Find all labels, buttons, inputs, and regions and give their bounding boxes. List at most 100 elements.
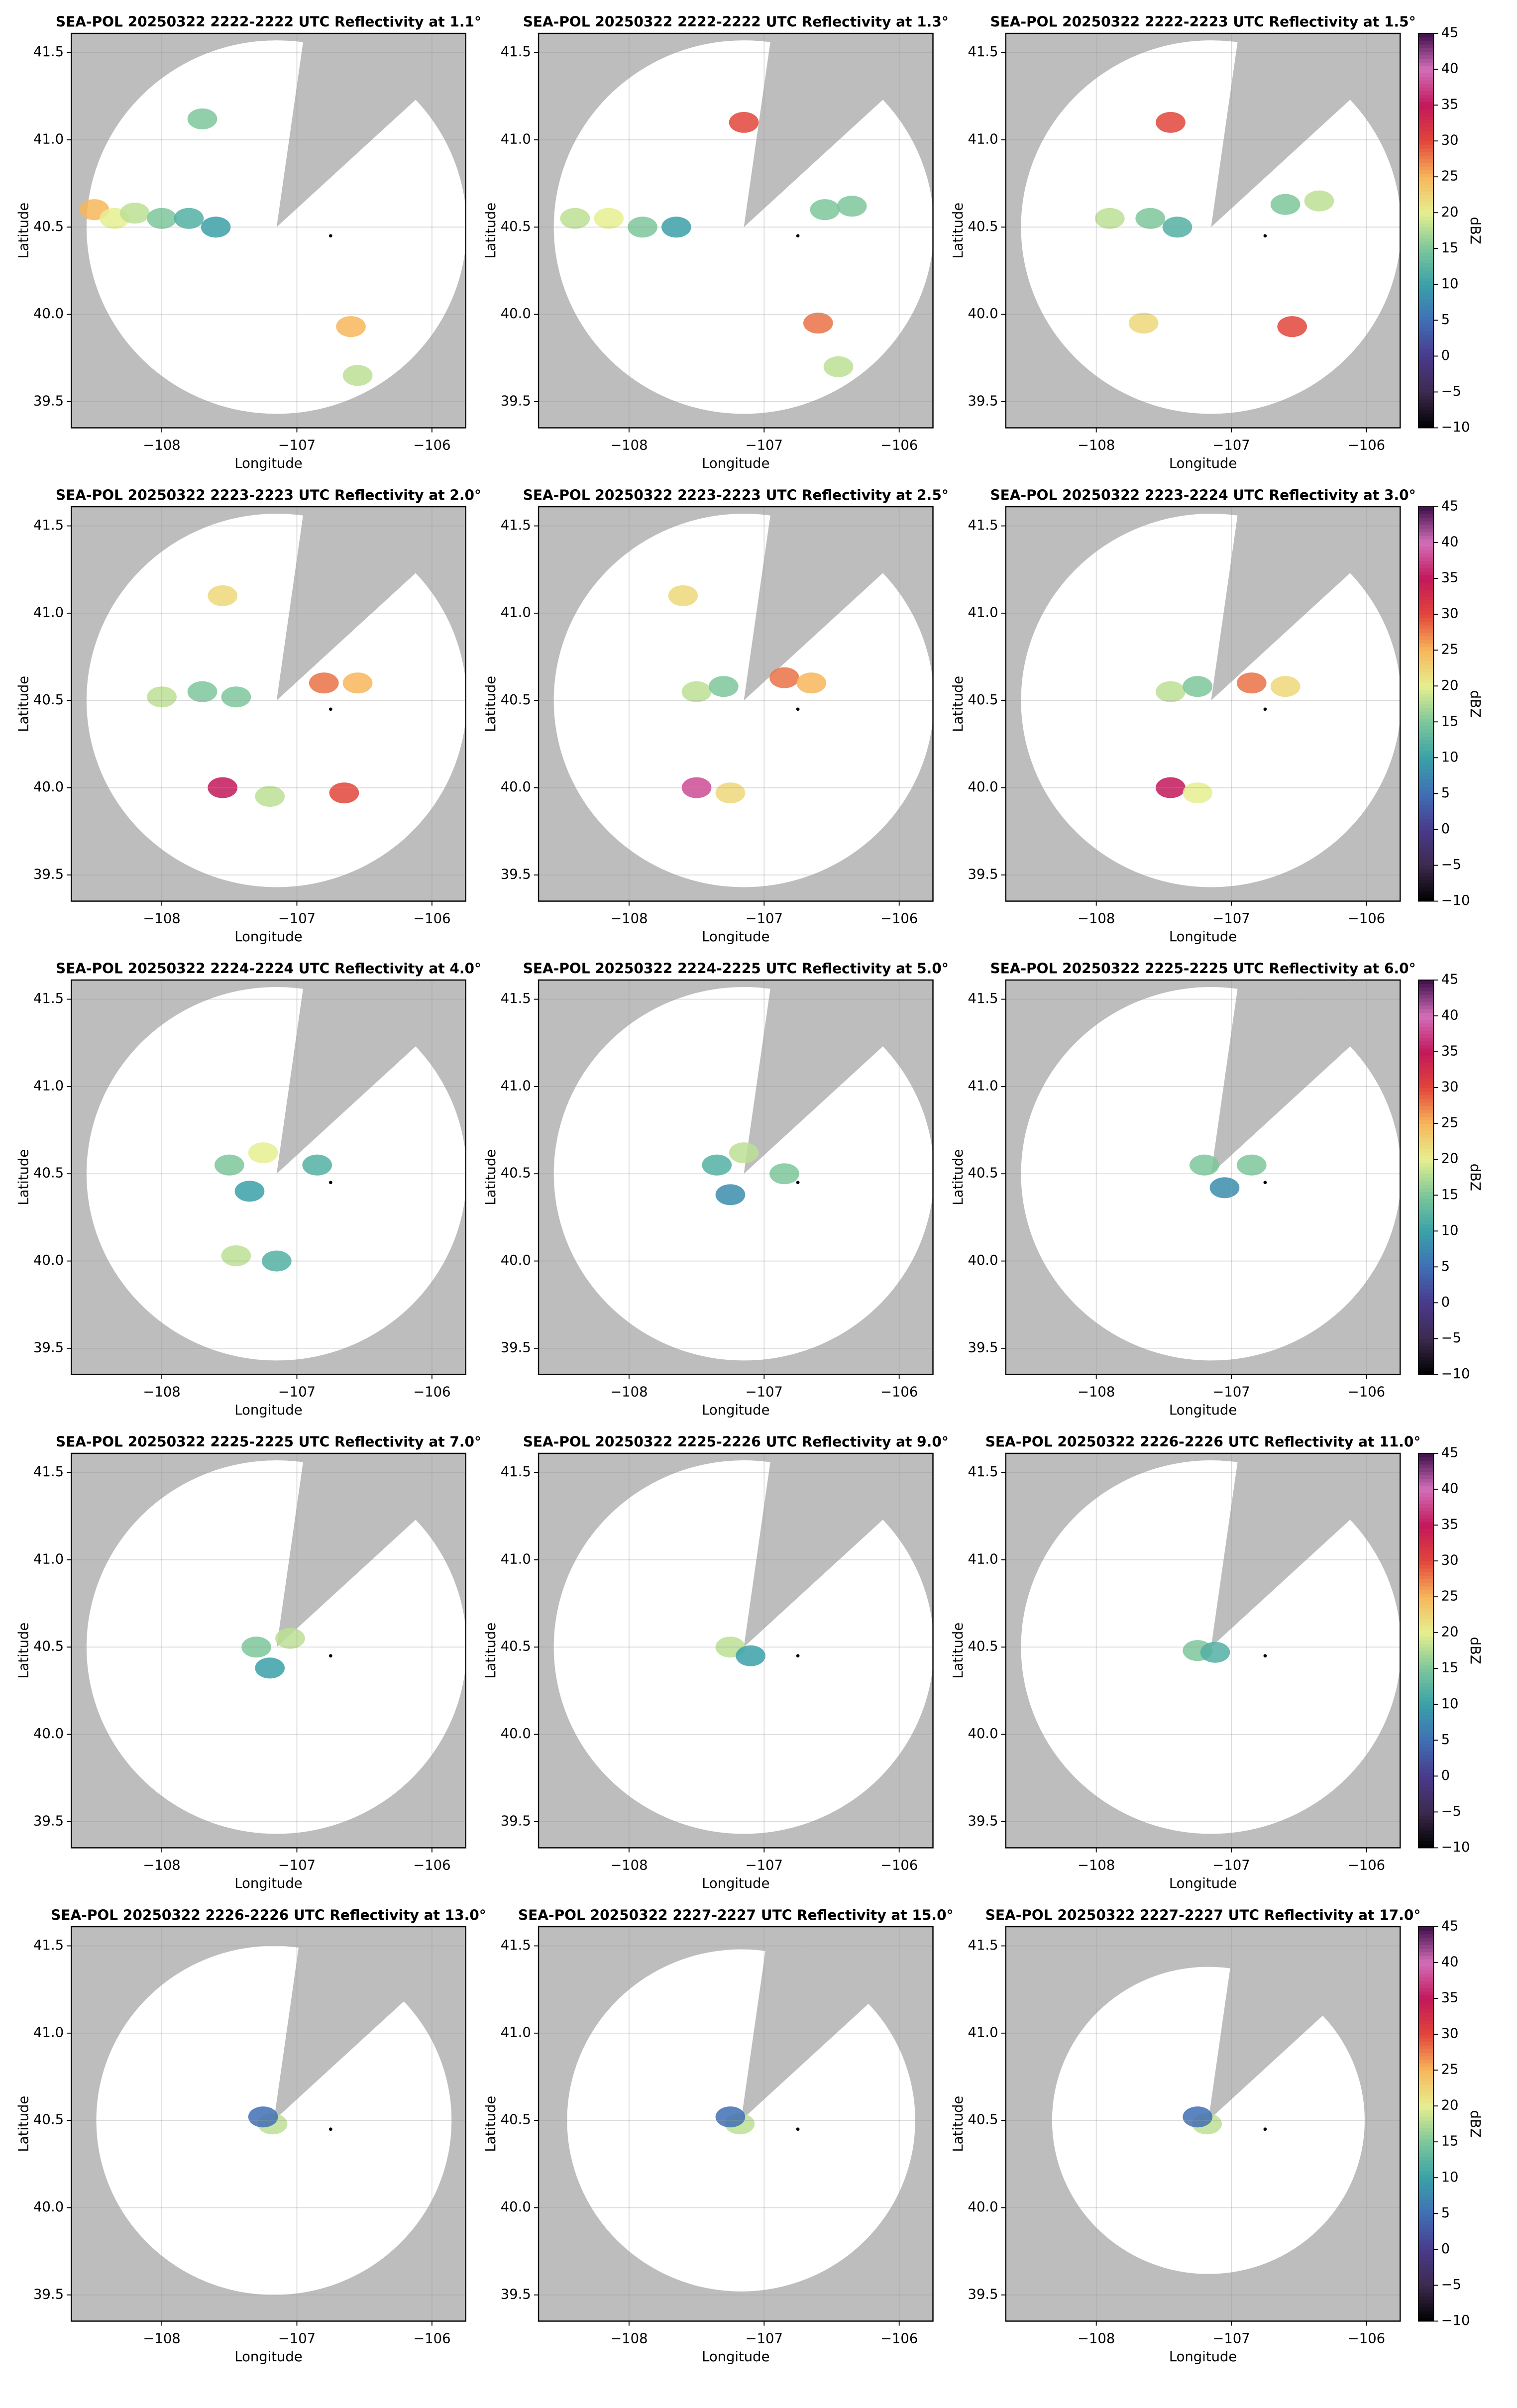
chart-title: SEA-POL 20250322 2224-2224 UTC Reflectiv… — [56, 961, 481, 977]
y-tick-label: 41.5 — [33, 1938, 64, 1953]
colorbar-segment — [1418, 782, 1434, 787]
colorbar-segment — [1418, 571, 1434, 575]
colorbar-segment — [1418, 585, 1434, 590]
colorbar-segment — [1418, 675, 1434, 679]
plot-area — [1005, 980, 1401, 1375]
colorbar-segment — [1418, 1553, 1434, 1558]
colorbar-segment — [1418, 549, 1434, 554]
colorbar-segment — [1418, 2156, 1434, 2161]
colorbar-segment — [1418, 227, 1434, 231]
colorbar-segment — [1418, 2005, 1434, 2010]
colorbar-segment — [1418, 1252, 1434, 1257]
x-tick-label: −106 — [413, 2331, 450, 2347]
colorbar-segment — [1418, 1223, 1434, 1228]
y-tick-label: 40.0 — [968, 306, 998, 322]
echo — [241, 1637, 271, 1658]
radar-site — [796, 1654, 800, 1658]
colorbar-segment — [1418, 1701, 1434, 1705]
y-tick-label: 41.5 — [33, 44, 64, 60]
colorbar-segment — [1418, 610, 1434, 615]
colorbar-segment — [1418, 1080, 1434, 1085]
colorbar-segment — [1418, 144, 1434, 149]
chart-title: SEA-POL 20250322 2225-2226 UTC Reflectiv… — [523, 1434, 949, 1450]
y-tick-label: 40.0 — [501, 306, 531, 322]
colorbar-segment — [1418, 1636, 1434, 1641]
y-axis-label: Latitude — [483, 1149, 499, 1205]
colorbar-segment — [1418, 1123, 1434, 1128]
colorbar-segment — [1418, 1335, 1434, 1339]
colorbar-segment — [1418, 1112, 1434, 1117]
echo — [1183, 676, 1213, 697]
colorbar-segment — [1418, 1231, 1434, 1235]
x-axis-label: Longitude — [234, 929, 302, 945]
colorbar-tick-label: −5 — [1441, 384, 1461, 399]
colorbar-segment — [1418, 2217, 1434, 2221]
y-tick-label: 40.5 — [968, 692, 998, 708]
colorbar-tick-label: 40 — [1441, 61, 1459, 77]
echo — [1156, 777, 1186, 798]
blocked-sector — [274, 1939, 411, 2121]
colorbar-segment — [1418, 1754, 1434, 1759]
colorbar-segment — [1418, 1503, 1434, 1508]
colorbar-segment — [1418, 1597, 1434, 1601]
chart-title: SEA-POL 20250322 2225-2225 UTC Reflectiv… — [56, 1434, 481, 1450]
colorbar-segment — [1418, 2070, 1434, 2075]
colorbar-tick-label: 35 — [1441, 1990, 1459, 2006]
colorbar-segment — [1418, 1141, 1434, 1146]
colorbar-segment — [1418, 69, 1434, 74]
colorbar-segment — [1418, 636, 1434, 640]
colorbar-segment — [1418, 320, 1434, 325]
x-tick-label: −107 — [1212, 1858, 1250, 1873]
colorbar-frame — [1417, 980, 1434, 1375]
chart-title: SEA-POL 20250322 2224-2225 UTC Reflectiv… — [523, 961, 949, 977]
colorbar-segment — [1418, 1976, 1434, 1981]
colorbar-segment — [1418, 517, 1434, 522]
colorbar-segment — [1418, 105, 1434, 109]
plot-area — [71, 980, 466, 1375]
colorbar-segment — [1418, 1367, 1434, 1372]
colorbar-segment — [1418, 1295, 1434, 1300]
x-tick-label: −108 — [610, 2331, 648, 2347]
colorbar-segment — [1418, 1589, 1434, 1594]
colorbar-segment — [1418, 2246, 1434, 2250]
colorbar-segment — [1418, 1091, 1434, 1095]
colorbar-tick-label: 30 — [1441, 1553, 1459, 1568]
y-tick-label: 39.5 — [33, 1340, 64, 1355]
colorbar-segment — [1418, 2091, 1434, 2096]
y-tick-label: 40.0 — [33, 1726, 64, 1742]
colorbar-segment — [1418, 1306, 1434, 1311]
chart-title: SEA-POL 20250322 2227-2227 UTC Reflectiv… — [985, 1907, 1421, 1924]
x-axis-label: Longitude — [1169, 1403, 1237, 1418]
colorbar-segment — [1418, 1270, 1434, 1275]
colorbar-segment — [1418, 639, 1434, 644]
colorbar-segment — [1418, 2267, 1434, 2272]
colorbar-segment — [1418, 101, 1434, 106]
colorbar-segment — [1418, 2145, 1434, 2150]
colorbar-segment — [1418, 1683, 1434, 1687]
colorbar-segment — [1418, 2149, 1434, 2153]
colorbar-segment — [1418, 1174, 1434, 1178]
y-tick-label: 40.5 — [501, 1639, 531, 1654]
colorbar-segment — [1418, 191, 1434, 196]
echo — [221, 686, 251, 708]
radar-site — [1263, 1654, 1267, 1658]
x-tick-label: −108 — [143, 2331, 180, 2347]
colorbar-segment — [1418, 732, 1434, 737]
colorbar-label: dBZ — [1467, 217, 1483, 244]
colorbar-segment — [1418, 2098, 1434, 2103]
colorbar-segment — [1418, 879, 1434, 884]
colorbar-tick-label: 10 — [1441, 1223, 1459, 1238]
colorbar-segment — [1418, 2142, 1434, 2146]
colorbar-segment — [1418, 83, 1434, 88]
colorbar-segment — [1418, 1320, 1434, 1325]
colorbar-segment — [1418, 2264, 1434, 2268]
colorbar-segment — [1418, 865, 1434, 870]
colorbar-segment — [1418, 91, 1434, 95]
echo — [837, 196, 867, 217]
colorbar-segment — [1418, 406, 1434, 411]
colorbar-tick-label: 5 — [1441, 1732, 1450, 1748]
echo — [187, 681, 217, 702]
colorbar-segment — [1418, 1629, 1434, 1634]
y-axis-label: Latitude — [16, 1623, 31, 1679]
colorbar-segment — [1418, 2213, 1434, 2218]
